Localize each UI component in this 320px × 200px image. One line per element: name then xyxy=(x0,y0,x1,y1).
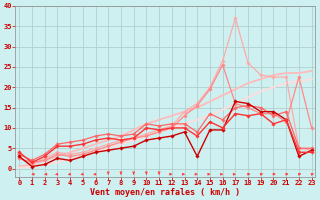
X-axis label: Vent moyen/en rafales ( km/h ): Vent moyen/en rafales ( km/h ) xyxy=(91,188,240,197)
